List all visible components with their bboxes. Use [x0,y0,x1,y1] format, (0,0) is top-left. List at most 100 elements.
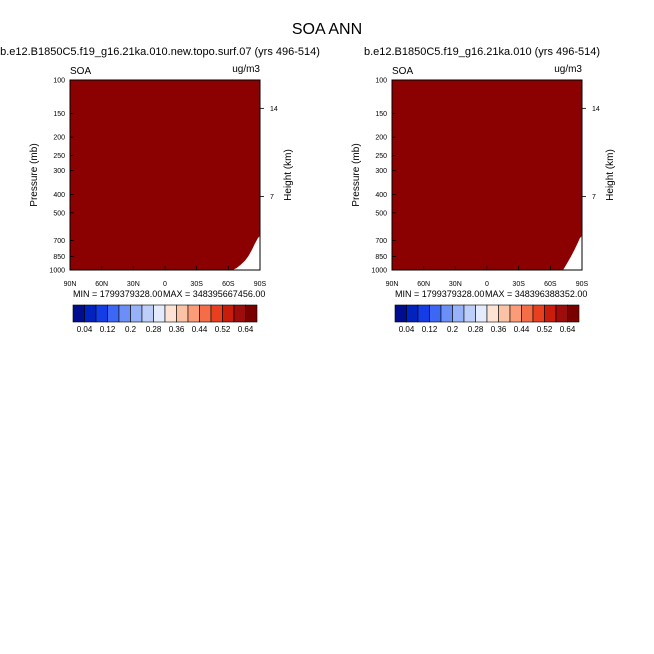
p1-surface-mask [232,235,260,270]
p2-colorbar-swatch [452,304,465,323]
p2-colorbar-swatch [394,304,407,323]
p2-colorbar-swatch [463,304,476,323]
p2-y-tick-label: 300 [375,168,387,175]
p2-colorbar-swatch [429,304,442,323]
p1-colorbar-swatch [233,304,246,323]
p2-x-tick-label: 90S [576,281,589,288]
p1-title: b.e12.B1850C5.f19_g16.21ka.010.new.topo.… [0,46,320,58]
p2-min-label: MIN = 1799379328.00 [395,289,484,299]
p2-y-tick-label: 400 [375,192,387,199]
p2-title: b.e12.B1850C5.f19_g16.21ka.010 (yrs 496-… [364,46,600,58]
p2-y-tick-label: 100 [375,78,387,85]
p1-y-tick-label: 850 [53,254,65,261]
p2-colorbar-swatch [544,304,557,323]
p1-y-right-axis-title: Height (km) [283,149,294,201]
p1-colorbar-swatch [245,304,258,323]
p1-colorbar-swatch [176,304,189,323]
p1-colorbar-swatch [141,304,154,323]
p1-colorbar-label: 0.52 [215,325,231,334]
p2-colorbar-swatch [509,304,522,323]
p1-y-tick-label: 100 [53,78,65,85]
p1-field-label: SOA [70,66,91,77]
p2-colorbar-swatch [521,304,534,323]
p1-y-tick-label: 700 [53,238,65,245]
p1-colorbar-label: 0.28 [146,325,162,334]
p1-x-tick-label: 0 [163,281,167,288]
chart-panel-2: b.e12.B1850C5.f19_g16.21ka.010 (yrs 496-… [351,46,616,334]
p1-field-fill [70,80,260,270]
p2-colorbar-swatch [532,304,545,323]
figure-title: SOA ANN [292,21,362,38]
p2-x-tick-label: 90N [386,281,399,288]
p2-field-fill [392,80,582,270]
p1-y-tick-label: 400 [53,192,65,199]
p1-colorbar-swatch [118,304,131,323]
p2-colorbar-label: 0.64 [560,325,576,334]
p1-colorbar-label: 0.44 [192,325,208,334]
p2-y-right-axis-title: Height (km) [605,149,616,201]
p1-y-axis-title: Pressure (mb) [29,143,40,206]
p2-colorbar-swatch [567,304,580,323]
p2-y-tick-label: 850 [375,254,387,261]
p1-y-tick-label: 500 [53,210,65,217]
p1-x-tick-label: 30S [190,281,203,288]
p2-y-axis-title: Pressure (mb) [351,143,362,206]
p2-x-tick-label: 30N [449,281,462,288]
p2-colorbar-swatch [440,304,453,323]
p1-colorbar-swatch [84,304,97,323]
p2-right-tick-label: 14 [592,106,600,113]
p1-units-label: ug/m3 [232,64,260,75]
p2-x-tick-label: 30S [512,281,525,288]
panels: b.e12.B1850C5.f19_g16.21ka.010.new.topo.… [0,46,616,334]
p2-units-label: ug/m3 [554,64,582,75]
p1-colorbar-swatch [72,304,85,323]
p1-colorbar-label: 0.12 [100,325,116,334]
p2-max-label: MAX = 348396388352.00 [485,289,587,299]
p1-x-tick-label: 60N [95,281,108,288]
p2-colorbar-label: 0.36 [491,325,507,334]
p2-colorbar-swatch [406,304,419,323]
p2-colorbar-label: 0.12 [422,325,438,334]
p1-max-label: MAX = 348395667456.00 [163,289,265,299]
p1-y-tick-label: 300 [53,168,65,175]
p2-y-tick-label: 1000 [371,268,387,275]
p2-x-tick-label: 60N [417,281,430,288]
p1-colorbar-swatch [107,304,120,323]
p2-y-tick-label: 250 [375,153,387,160]
p1-colorbar-label: 0.04 [77,325,93,334]
p1-x-tick-label: 30N [127,281,140,288]
p1-colorbar-swatch [210,304,223,323]
p1-colorbar-label: 0.2 [125,325,137,334]
p1-colorbar-swatch [199,304,212,323]
p1-colorbar-swatch [95,304,108,323]
p2-y-tick-label: 150 [375,111,387,118]
p2-colorbar-swatch [475,304,488,323]
p1-x-tick-label: 60S [222,281,235,288]
p2-colorbar-label: 0.44 [514,325,530,334]
p1-right-tick-label: 14 [270,106,278,113]
p2-colorbar-label: 0.2 [447,325,459,334]
p2-colorbar-swatch [498,304,511,323]
p1-x-tick-label: 90N [64,281,77,288]
p1-colorbar-swatch [222,304,235,323]
p2-surface-mask [563,235,582,270]
p1-colorbar-swatch [153,304,166,323]
p2-field-label: SOA [392,66,413,77]
p2-y-tick-label: 500 [375,210,387,217]
p1-y-tick-label: 150 [53,111,65,118]
p2-colorbar-label: 0.04 [399,325,415,334]
p1-right-tick-label: 7 [270,194,274,201]
p2-colorbar-label: 0.28 [468,325,484,334]
p2-y-tick-label: 700 [375,238,387,245]
p1-colorbar-swatch [187,304,200,323]
p2-colorbar-swatch [486,304,499,323]
p1-y-tick-label: 1000 [49,268,65,275]
p2-x-tick-label: 0 [485,281,489,288]
p2-colorbar-swatch [555,304,568,323]
p2-right-tick-label: 7 [592,194,596,201]
p1-min-label: MIN = 1799379328.00 [73,289,162,299]
p2-colorbar-swatch [417,304,430,323]
p1-x-tick-label: 90S [254,281,267,288]
p2-x-tick-label: 60S [544,281,557,288]
